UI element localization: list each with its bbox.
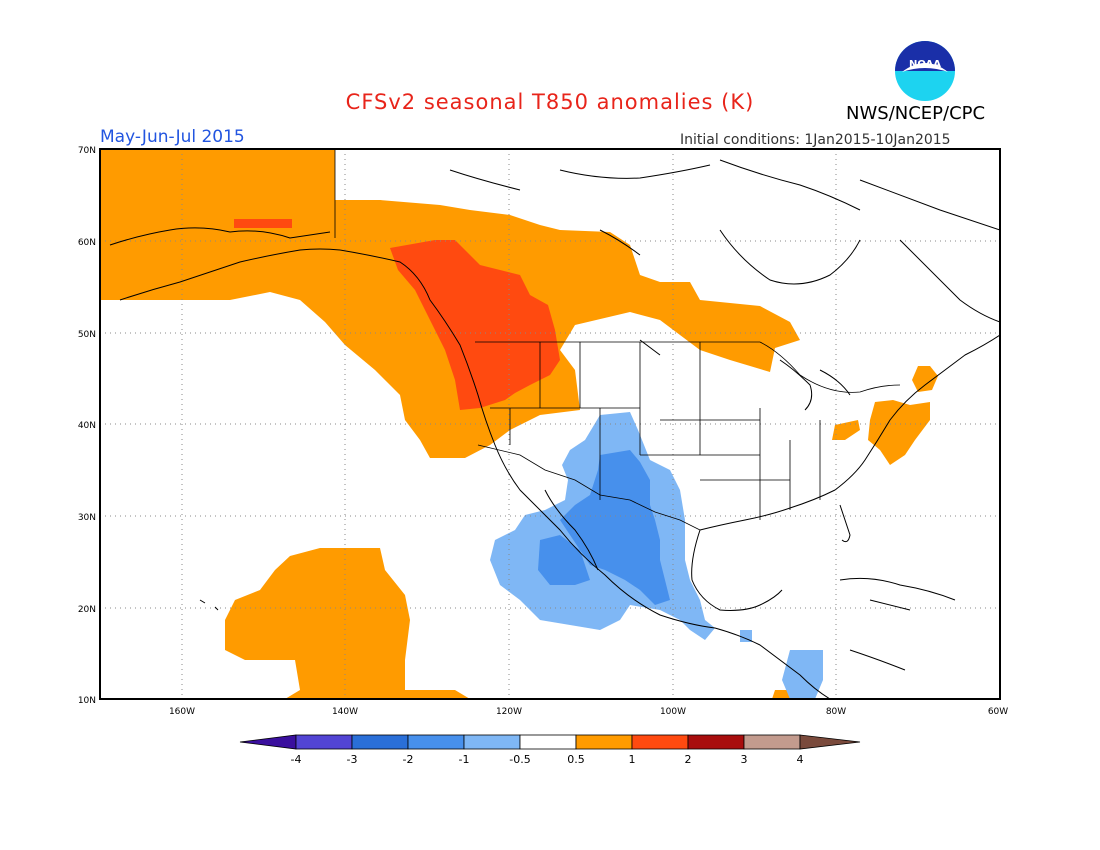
anomaly-field bbox=[100, 149, 938, 699]
anomaly-region-pacific-subtropics bbox=[225, 548, 470, 699]
colorbar-label: -2 bbox=[403, 753, 414, 766]
lat-label: 70N bbox=[78, 146, 96, 156]
colorbar-label: 2 bbox=[685, 753, 692, 766]
anomaly-region-central-america-cool bbox=[782, 650, 823, 699]
anomaly-region-yucatan-cool bbox=[740, 630, 752, 642]
map-frame bbox=[99, 148, 1001, 700]
colorbar-label: -4 bbox=[291, 753, 302, 766]
lon-label: 80W bbox=[826, 707, 846, 717]
anomaly-region-ohio-valley bbox=[832, 420, 860, 440]
anomaly-region-new-england bbox=[912, 366, 938, 392]
colorbar-bin bbox=[463, 734, 521, 750]
agency-label: NWS/NCEP/CPC bbox=[846, 103, 986, 124]
lon-label: 60W bbox=[988, 707, 1008, 717]
initial-conditions: Initial conditions: 1Jan2015-10Jan2015 bbox=[680, 132, 951, 148]
colorbar-bin bbox=[631, 734, 689, 750]
colorbar-bin bbox=[351, 734, 409, 750]
anomaly-region-baja-cool bbox=[538, 535, 590, 585]
lon-label: 100W bbox=[660, 707, 686, 717]
colorbar-label: 1 bbox=[629, 753, 636, 766]
anomaly-region-alaska-warm bbox=[234, 219, 292, 228]
noaa-logo-text: NOAA bbox=[909, 59, 941, 70]
forecast-period: May-Jun-Jul 2015 bbox=[100, 127, 245, 147]
colorbar-label: -0.5 bbox=[509, 753, 530, 766]
lat-label: 50N bbox=[78, 330, 96, 340]
longitude-labels: 160W 140W 120W 100W 80W 60W bbox=[169, 707, 1008, 717]
colorbar-labels: -4 -3 -2 -1 -0.5 0.5 1 2 3 4 bbox=[291, 753, 804, 766]
lat-label: 10N bbox=[78, 696, 96, 706]
colorbar-bin bbox=[407, 734, 465, 750]
colorbar-label: 3 bbox=[741, 753, 748, 766]
colorbar-bin bbox=[239, 734, 297, 750]
coastlines bbox=[109, 159, 1000, 699]
lon-label: 160W bbox=[169, 707, 195, 717]
lat-label: 40N bbox=[78, 421, 96, 431]
anomaly-region-northeast-coast bbox=[868, 400, 930, 465]
colorbar-bin bbox=[687, 734, 745, 750]
colorbar-bin bbox=[575, 734, 633, 750]
colorbar-bin bbox=[743, 734, 801, 750]
lon-label: 140W bbox=[332, 707, 358, 717]
political-borders bbox=[334, 149, 901, 531]
chart-title: CFSv2 seasonal T850 anomalies (K) bbox=[345, 90, 755, 114]
colorbar-bin bbox=[799, 734, 861, 750]
anomaly-region-pacific-northwest-warm bbox=[390, 240, 560, 410]
lon-label: 120W bbox=[496, 707, 522, 717]
map-grid bbox=[100, 149, 1000, 699]
lat-label: 30N bbox=[78, 513, 96, 523]
latitude-labels: 70N 60N 50N 40N 30N 20N 10N bbox=[78, 146, 96, 706]
colorbar-label: -1 bbox=[459, 753, 470, 766]
anomaly-region-southwest-cool-core bbox=[560, 450, 670, 605]
colorbar-label: 4 bbox=[797, 753, 804, 766]
lat-label: 20N bbox=[78, 605, 96, 615]
colorbar-bin bbox=[519, 734, 577, 750]
colorbar-label: 0.5 bbox=[567, 753, 585, 766]
colorbar-bin bbox=[295, 734, 353, 750]
noaa-logo: NOAA bbox=[895, 41, 955, 101]
lat-label: 60N bbox=[78, 238, 96, 248]
colorbar-label: -3 bbox=[347, 753, 358, 766]
colorbar bbox=[239, 734, 861, 750]
